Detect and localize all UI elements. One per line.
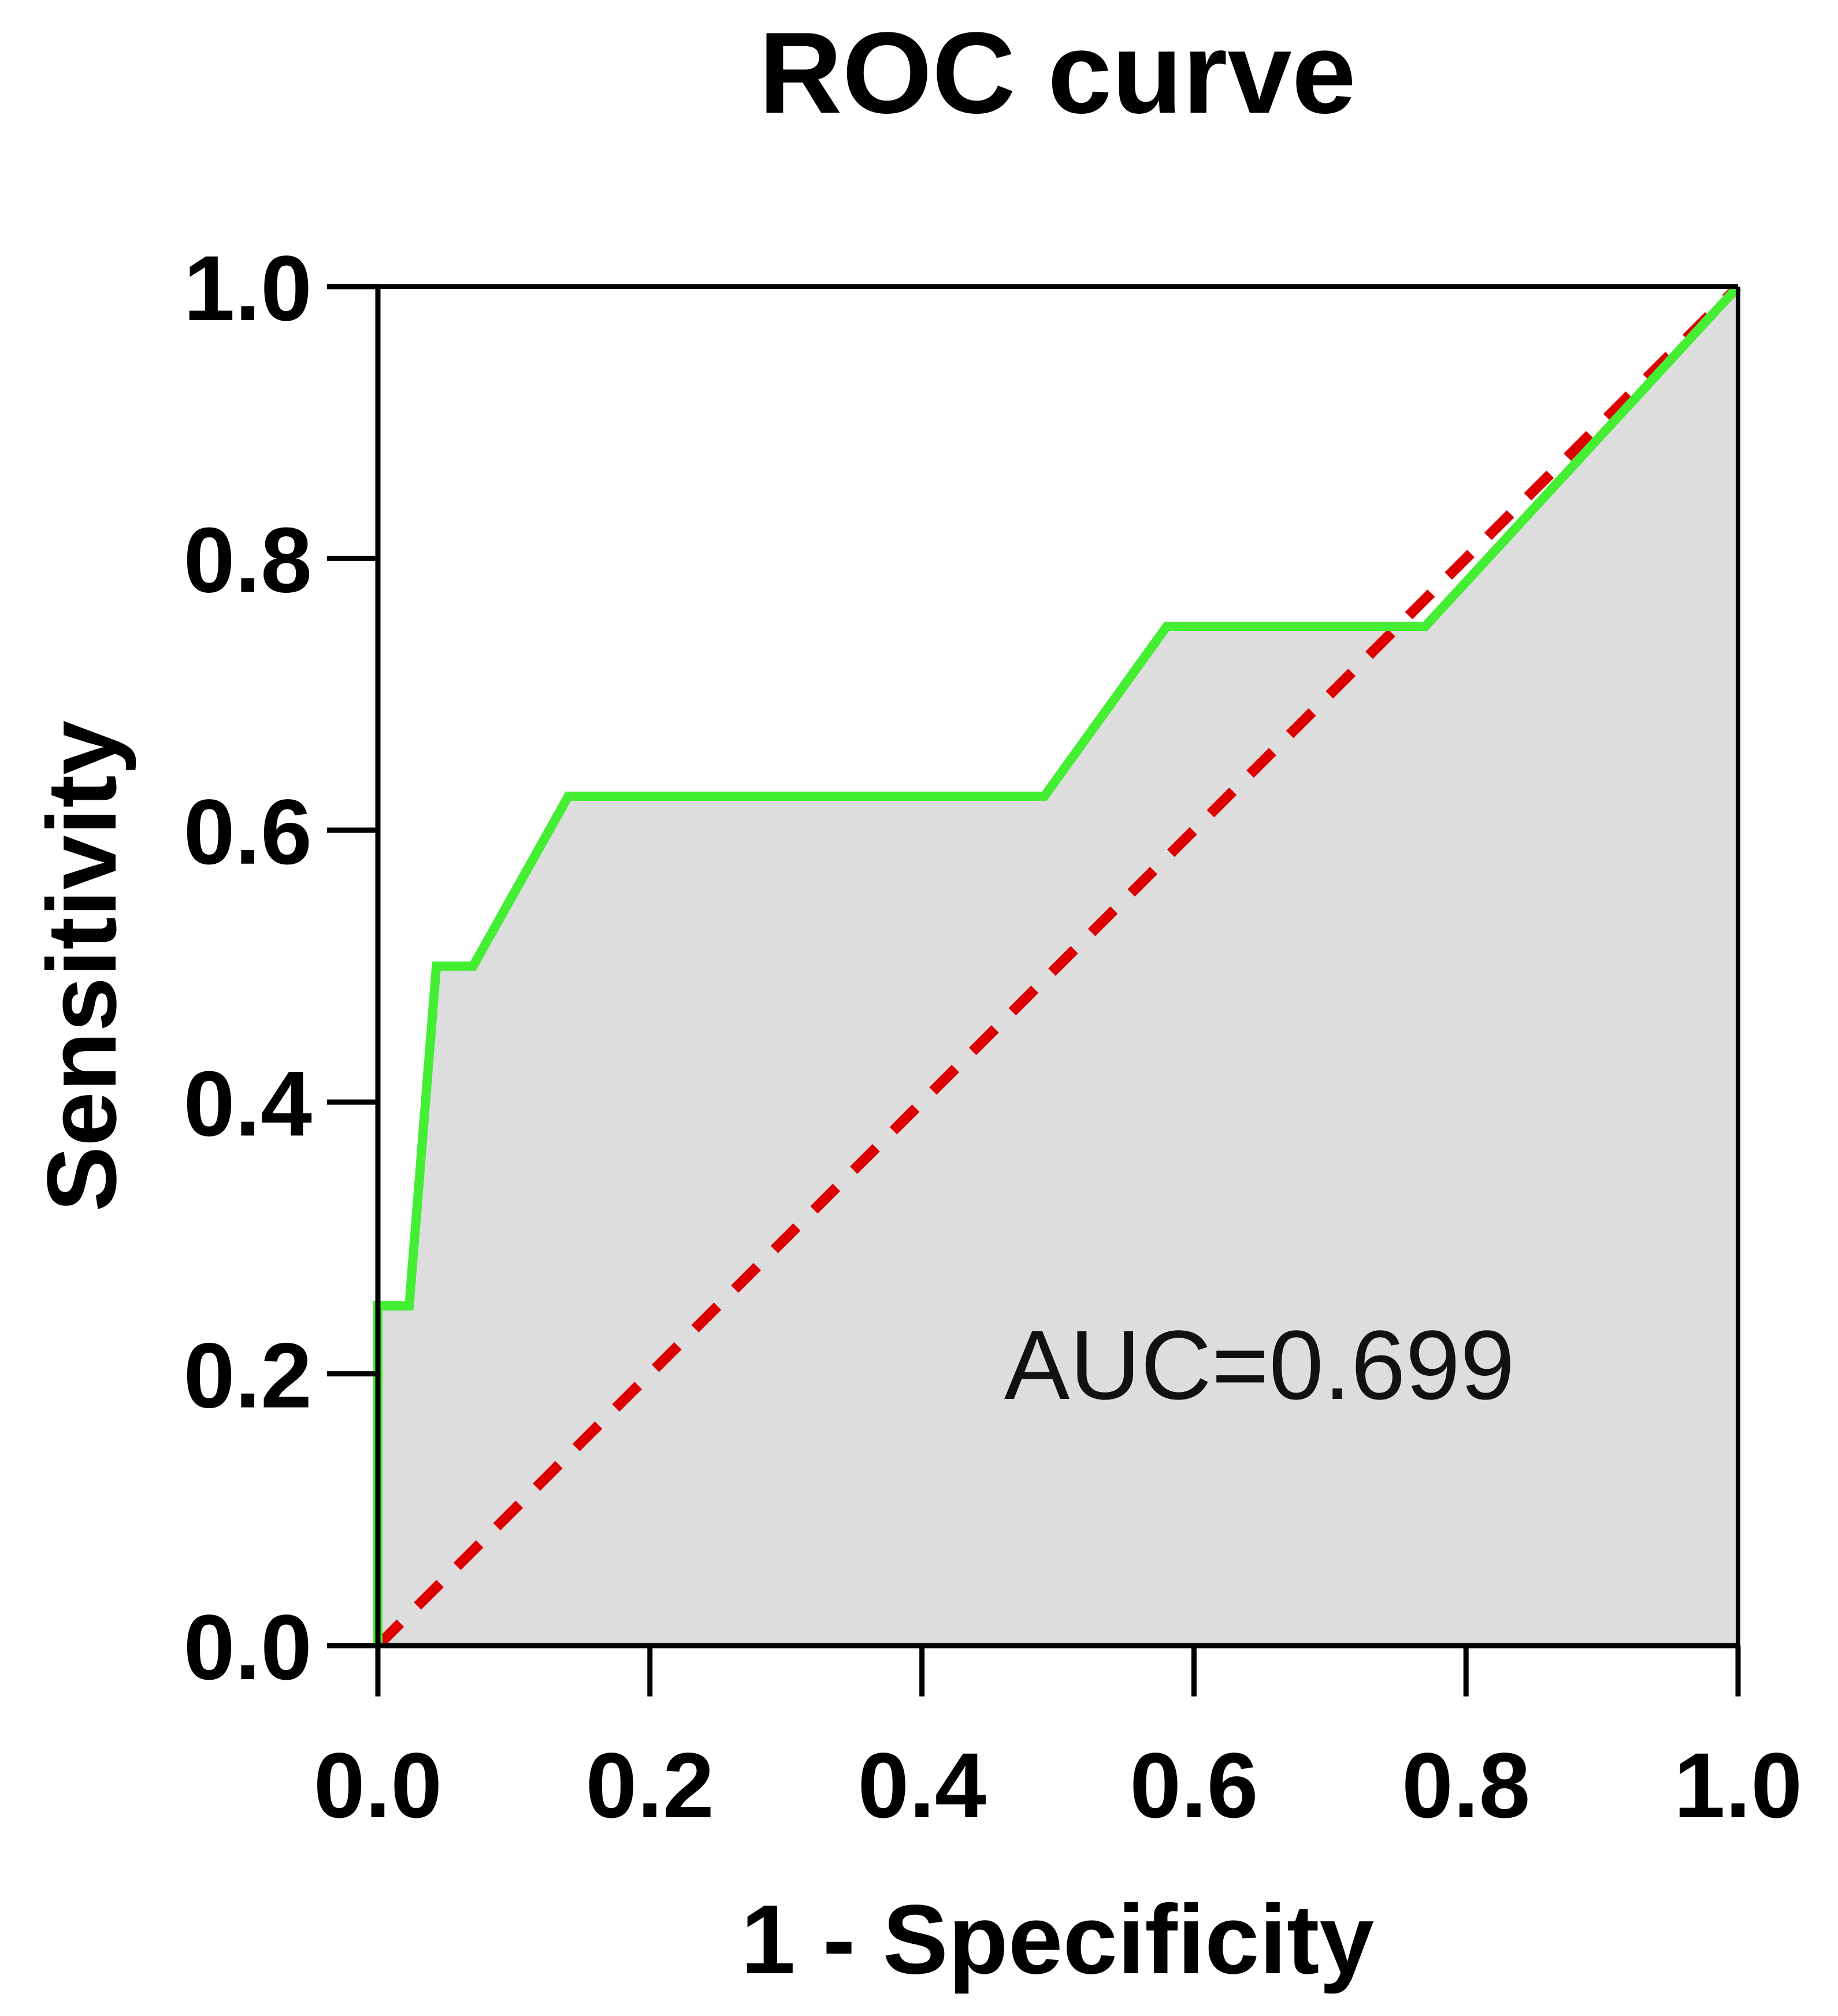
y-tick-label: 0.0 — [184, 1595, 312, 1699]
y-tick-label: 0.4 — [184, 1052, 312, 1155]
plot-frame — [375, 284, 1740, 1649]
x-tick-label: 0.6 — [1130, 1733, 1258, 1837]
x-axis-ticks: 0.0 0.2 0.4 0.6 0.8 1.0 — [314, 1646, 1802, 1837]
x-tick-label: 1.0 — [1674, 1733, 1802, 1837]
x-tick-label: 0.8 — [1402, 1733, 1530, 1837]
y-tick-label: 1.0 — [184, 236, 312, 340]
x-tick-label: 0.2 — [586, 1733, 714, 1837]
reference-line — [378, 287, 1738, 1646]
x-tick-label: 0.0 — [314, 1733, 442, 1837]
y-axis-ticks: 0.0 0.2 0.4 0.6 0.8 1.0 — [184, 236, 378, 1699]
reference-line-layer — [378, 287, 1738, 1646]
x-tick-label: 0.4 — [857, 1733, 986, 1837]
chart-title: ROC curve — [759, 9, 1356, 138]
x-axis-label: 1 - Specificity — [741, 1885, 1374, 1995]
y-tick-label: 0.2 — [184, 1324, 312, 1427]
auc-annotation: AUC=0.699 — [1004, 1310, 1515, 1420]
y-tick-label: 0.6 — [184, 780, 312, 883]
roc-curve-layer — [373, 283, 1742, 1646]
roc-curve-line — [373, 283, 1742, 1646]
y-axis-label: Sensitivity — [27, 721, 137, 1212]
y-tick-label: 0.8 — [184, 508, 312, 611]
